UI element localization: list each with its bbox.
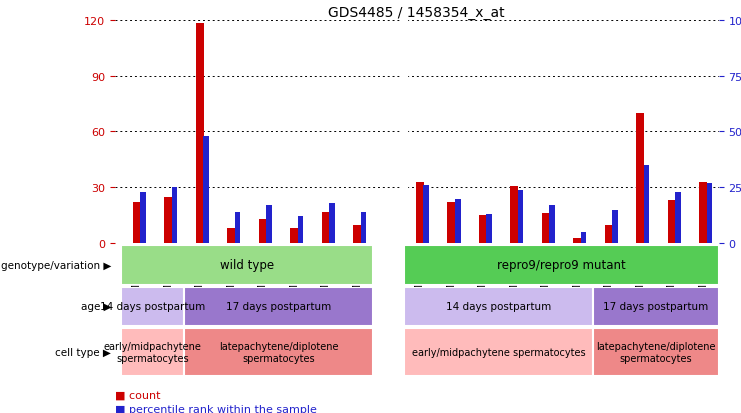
Text: ■ count: ■ count — [115, 389, 160, 399]
Text: wild type: wild type — [220, 259, 274, 272]
Text: age ▶: age ▶ — [81, 301, 111, 312]
Bar — [121, 287, 184, 326]
Bar — [133, 203, 141, 244]
Bar — [423, 186, 429, 244]
Bar — [593, 287, 719, 326]
Bar — [266, 206, 272, 244]
Bar — [140, 192, 146, 244]
Bar — [542, 214, 550, 244]
Text: 17 days postpartum: 17 days postpartum — [226, 301, 331, 312]
Bar — [416, 183, 424, 244]
Bar — [121, 328, 184, 376]
Text: 17 days postpartum: 17 days postpartum — [603, 301, 708, 312]
Bar — [593, 328, 719, 376]
Bar — [235, 212, 240, 244]
Bar — [259, 220, 267, 244]
Text: early/midpachytene spermatocytes: early/midpachytene spermatocytes — [412, 347, 585, 357]
Bar — [612, 210, 618, 244]
Bar — [448, 203, 455, 244]
Text: 14 days postpartum: 14 days postpartum — [100, 301, 205, 312]
Bar — [605, 225, 613, 244]
Bar — [644, 166, 649, 244]
Bar — [479, 216, 487, 244]
Bar — [706, 183, 712, 244]
Bar — [699, 183, 707, 244]
Text: latepachytene/diplotene
spermatocytes: latepachytene/diplotene spermatocytes — [596, 341, 716, 363]
Bar — [486, 215, 492, 244]
Bar — [184, 328, 373, 376]
Bar — [329, 204, 335, 244]
Bar — [353, 225, 361, 244]
Bar — [203, 137, 209, 244]
Bar — [405, 328, 593, 376]
Bar — [518, 190, 523, 244]
Bar — [405, 287, 593, 326]
Bar — [361, 212, 366, 244]
Text: repro9/repro9 mutant: repro9/repro9 mutant — [497, 259, 626, 272]
Bar — [298, 217, 303, 244]
Bar — [405, 246, 719, 285]
Bar — [574, 238, 581, 244]
Bar — [184, 287, 373, 326]
Bar — [511, 186, 518, 244]
Text: genotype/variation ▶: genotype/variation ▶ — [1, 260, 111, 271]
Bar — [322, 212, 330, 244]
Bar — [581, 233, 586, 244]
Bar — [455, 199, 461, 244]
Text: cell type ▶: cell type ▶ — [56, 347, 111, 357]
Text: ■ percentile rank within the sample: ■ percentile rank within the sample — [115, 404, 316, 413]
Text: early/midpachytene
spermatocytes: early/midpachytene spermatocytes — [104, 341, 202, 363]
Text: 14 days postpartum: 14 days postpartum — [446, 301, 551, 312]
Bar — [227, 229, 235, 244]
Bar — [165, 197, 172, 244]
Bar — [121, 246, 373, 285]
Title: GDS4485 / 1458354_x_at: GDS4485 / 1458354_x_at — [328, 6, 505, 20]
Text: latepachytene/diplotene
spermatocytes: latepachytene/diplotene spermatocytes — [219, 341, 338, 363]
Bar — [675, 192, 681, 244]
Bar — [172, 188, 177, 244]
Bar — [196, 24, 204, 244]
Bar — [668, 201, 676, 244]
Bar — [549, 206, 555, 244]
Bar — [637, 114, 644, 244]
Bar — [290, 229, 298, 244]
